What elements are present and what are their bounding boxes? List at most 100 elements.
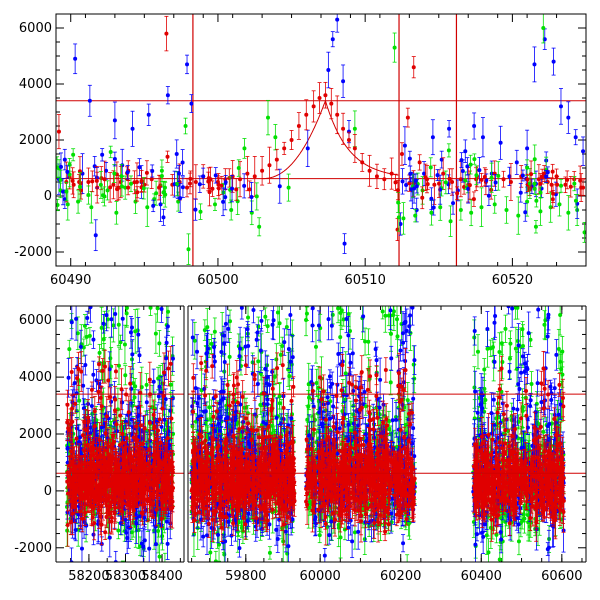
data-point	[254, 332, 259, 348]
data-point	[165, 150, 170, 163]
data-point	[322, 548, 327, 562]
data-point	[542, 310, 547, 340]
data-point	[428, 157, 433, 178]
data-point	[504, 196, 509, 224]
data-point	[520, 397, 525, 417]
data-point	[232, 433, 237, 475]
data-point	[219, 332, 224, 372]
data-point	[482, 167, 487, 187]
data-point	[431, 199, 436, 216]
data-point	[77, 443, 82, 488]
data-point	[91, 441, 96, 470]
data-point	[270, 499, 275, 520]
data-point	[280, 350, 285, 380]
data-point	[222, 458, 227, 495]
data-point	[304, 306, 309, 337]
data-point	[412, 345, 417, 375]
data-point	[221, 503, 226, 531]
data-point	[267, 546, 272, 560]
data-point	[125, 521, 130, 555]
data-point	[133, 309, 138, 354]
data-point	[520, 169, 525, 182]
data-point	[401, 202, 406, 235]
data-point	[136, 317, 141, 353]
data-point	[78, 172, 83, 202]
data-point	[361, 306, 366, 333]
data-point	[189, 94, 194, 113]
data-point	[290, 335, 295, 379]
data-point	[305, 129, 310, 167]
data-point	[78, 329, 83, 364]
data-point	[65, 503, 70, 547]
data-point	[366, 328, 371, 356]
data-point	[67, 339, 72, 359]
data-point	[474, 165, 479, 186]
data-point	[165, 86, 170, 105]
data-point	[532, 183, 537, 195]
data-point	[86, 185, 91, 205]
y-tick-label: -2000	[14, 245, 52, 260]
data-point	[463, 139, 468, 163]
data-point	[65, 403, 70, 442]
data-point	[74, 419, 79, 458]
data-point	[227, 168, 232, 188]
data-point	[500, 344, 505, 380]
data-point	[479, 172, 484, 187]
data-point	[172, 170, 177, 198]
data-point	[56, 114, 61, 150]
data-point	[120, 306, 125, 342]
data-point	[255, 477, 260, 491]
data-point	[317, 82, 322, 114]
data-point	[388, 369, 393, 396]
data-point	[170, 450, 175, 484]
data-point	[529, 371, 534, 397]
data-point	[458, 199, 463, 221]
data-point	[213, 550, 218, 562]
data-point	[508, 330, 513, 357]
x-tick-label: 60500	[197, 273, 238, 288]
data-point	[264, 370, 269, 397]
data-point	[341, 64, 346, 98]
data-point	[282, 470, 287, 493]
data-point	[291, 376, 296, 398]
data-point	[480, 117, 485, 158]
data-point	[198, 203, 203, 220]
x-tick-label: 60400	[461, 569, 502, 584]
bottom-plot-area	[188, 306, 300, 562]
x-tick-label: 60000	[299, 569, 340, 584]
data-point	[125, 481, 130, 505]
data-point	[133, 378, 138, 395]
data-point	[488, 339, 493, 358]
data-point	[227, 338, 232, 376]
data-point	[145, 187, 150, 227]
data-point	[112, 164, 117, 183]
data-point	[240, 415, 245, 439]
data-point	[116, 306, 121, 346]
data-point	[252, 156, 257, 197]
data-point	[94, 165, 99, 196]
data-point	[83, 465, 88, 495]
data-point	[400, 168, 405, 195]
data-point	[121, 482, 126, 525]
data-point	[247, 180, 252, 199]
data-point	[92, 395, 97, 427]
data-point	[216, 173, 221, 196]
data-point	[120, 560, 125, 562]
data-point	[118, 334, 123, 350]
data-point	[222, 438, 227, 459]
data-point	[497, 332, 502, 372]
data-point	[234, 461, 239, 482]
y-tick-label: 6000	[19, 21, 52, 36]
data-point	[76, 189, 81, 214]
data-point	[190, 319, 195, 356]
data-point	[411, 170, 416, 197]
data-point	[240, 380, 245, 414]
data-point	[109, 306, 114, 338]
data-point	[100, 358, 105, 384]
data-point	[108, 387, 113, 407]
data-point	[226, 482, 231, 502]
data-point	[87, 84, 92, 117]
data-point	[96, 380, 101, 404]
data-point	[267, 146, 272, 184]
data-point	[90, 170, 95, 193]
